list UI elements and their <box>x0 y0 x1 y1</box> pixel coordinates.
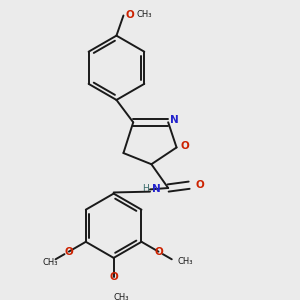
Text: O: O <box>154 247 163 256</box>
Text: CH₃: CH₃ <box>178 257 193 266</box>
Text: CH₃: CH₃ <box>114 293 129 300</box>
Text: O: O <box>180 141 189 151</box>
Text: O: O <box>109 272 118 283</box>
Text: N: N <box>170 115 179 125</box>
Text: O: O <box>64 247 73 256</box>
Text: O: O <box>195 180 204 190</box>
Text: CH₃: CH₃ <box>43 258 58 267</box>
Text: N: N <box>152 184 161 194</box>
Text: H: H <box>142 184 148 193</box>
Text: CH₃: CH₃ <box>136 10 152 19</box>
Text: O: O <box>126 10 134 20</box>
